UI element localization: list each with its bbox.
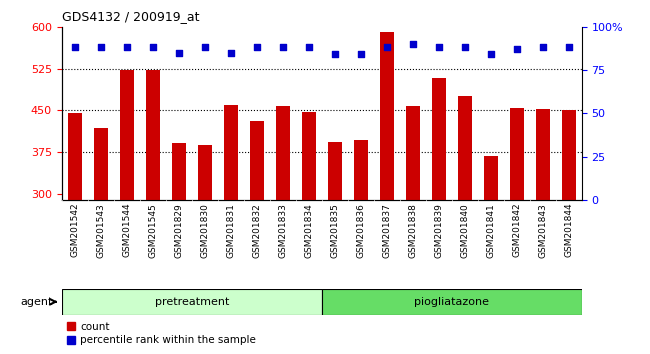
FancyBboxPatch shape [62,289,322,315]
Bar [250,121,264,200]
Text: GSM201836: GSM201836 [356,203,365,258]
Text: pretreatment: pretreatment [155,297,229,307]
FancyBboxPatch shape [322,289,582,315]
Text: GSM201842: GSM201842 [512,203,521,257]
Text: GSM201545: GSM201545 [148,203,157,258]
Text: GSM201542: GSM201542 [70,203,79,257]
Bar [120,70,134,200]
Text: GSM201831: GSM201831 [226,203,235,258]
Text: GSM201834: GSM201834 [304,203,313,258]
Text: GSM201839: GSM201839 [434,203,443,258]
Legend: count, percentile rank within the sample: count, percentile rank within the sample [67,322,256,345]
Text: GSM201833: GSM201833 [278,203,287,258]
Bar [302,112,316,200]
Bar [94,129,108,200]
Text: GSM201543: GSM201543 [96,203,105,258]
Bar [276,106,290,200]
Text: GSM201832: GSM201832 [252,203,261,258]
Point [278,45,288,50]
Bar [68,113,82,200]
Point [330,51,340,57]
Text: GDS4132 / 200919_at: GDS4132 / 200919_at [62,10,200,23]
Point [174,50,184,55]
Point [382,45,392,50]
Bar [146,70,160,200]
Bar [484,156,498,200]
Point [304,45,314,50]
Point [226,50,236,55]
Text: piogliatazone: piogliatazone [414,297,489,307]
Point [460,45,470,50]
Bar [458,97,472,200]
Bar [562,110,576,200]
Point [538,45,548,50]
Point [122,45,132,50]
Text: GSM201841: GSM201841 [486,203,495,258]
Text: GSM201843: GSM201843 [538,203,547,258]
Bar [406,106,420,200]
Point [252,45,262,50]
Text: GSM201837: GSM201837 [382,203,391,258]
Point [434,45,444,50]
Bar [380,32,394,200]
Bar [198,145,212,200]
Point [70,45,80,50]
Text: GSM201830: GSM201830 [200,203,209,258]
Bar [536,109,550,200]
Text: GSM201838: GSM201838 [408,203,417,258]
Point [96,45,106,50]
Text: GSM201544: GSM201544 [122,203,131,257]
Bar [510,108,524,200]
Point [512,46,522,52]
Point [356,51,366,57]
Text: GSM201840: GSM201840 [460,203,469,258]
Text: GSM201829: GSM201829 [174,203,183,258]
Bar [224,105,238,200]
Bar [328,142,342,200]
Text: GSM201835: GSM201835 [330,203,339,258]
Bar [172,143,186,200]
Text: agent: agent [20,297,53,307]
Point [564,45,574,50]
Bar [432,78,446,200]
Point [148,45,158,50]
Point [486,51,496,57]
Point [200,45,210,50]
Text: GSM201844: GSM201844 [564,203,573,257]
Point [408,41,418,47]
Bar [354,139,368,200]
